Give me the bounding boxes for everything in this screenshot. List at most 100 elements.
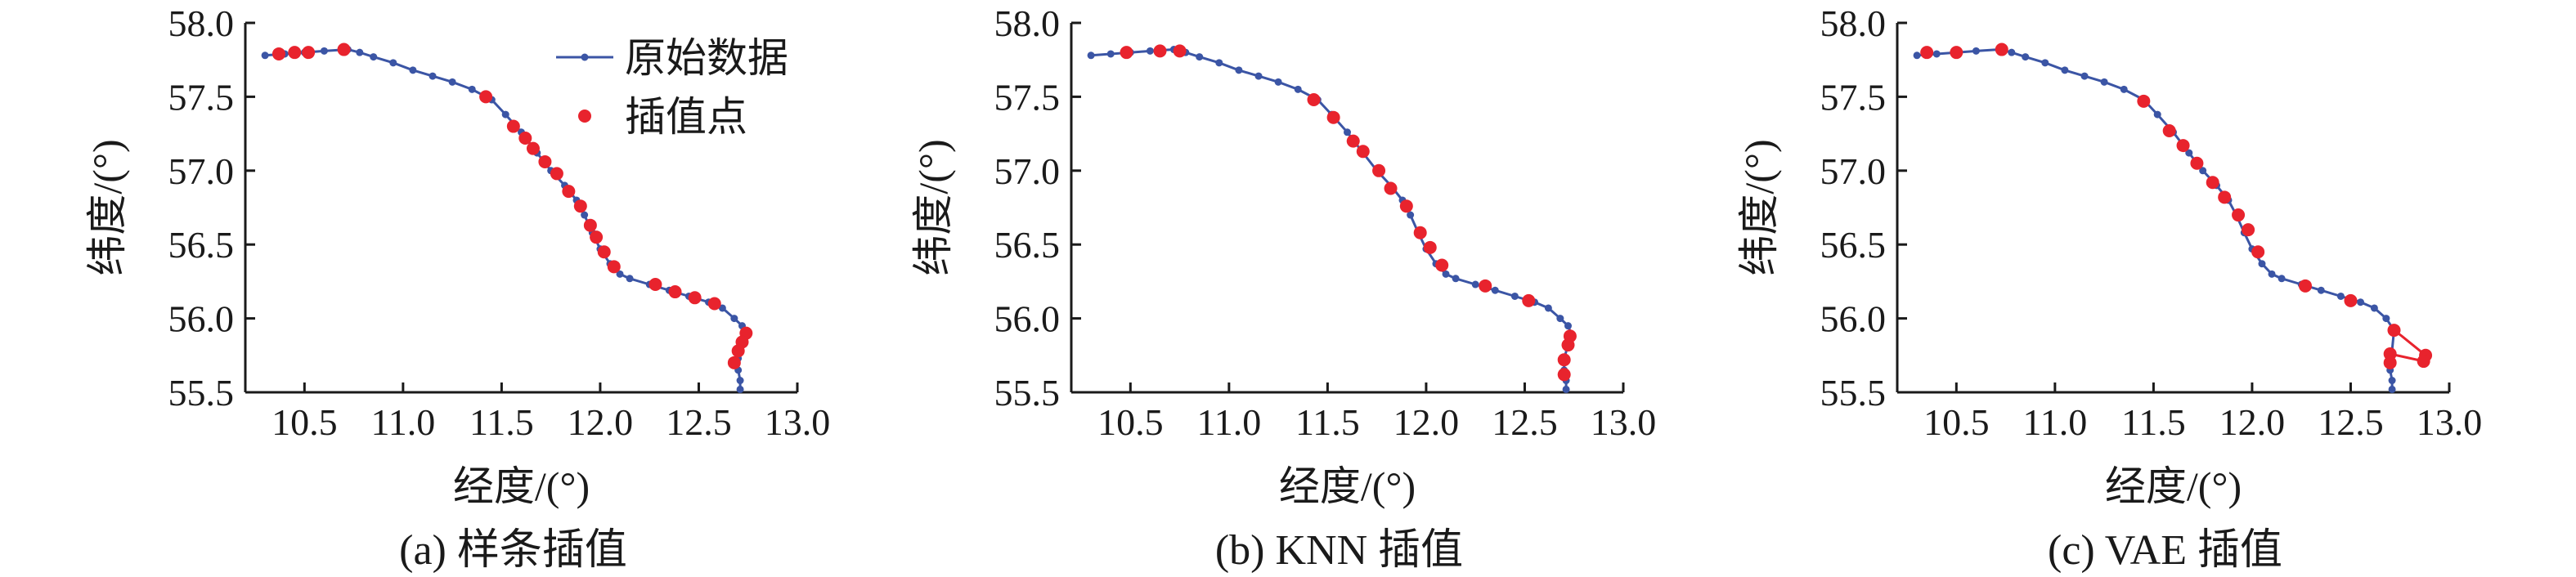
- interp-data-point: [1384, 181, 1398, 195]
- original-data-point: [2008, 48, 2016, 56]
- x-tick-label: 11.0: [370, 401, 435, 443]
- original-series-line: [1090, 47, 1573, 390]
- interp-data-point: [1435, 258, 1449, 272]
- interp-data-point: [1326, 110, 1340, 124]
- original-data-point: [1471, 280, 1479, 288]
- interp-data-point: [2387, 324, 2401, 338]
- original-data-point: [448, 78, 456, 86]
- y-tick-label: 57.5: [994, 76, 1061, 118]
- original-data-point: [2370, 304, 2378, 312]
- interp-data-point: [2218, 190, 2232, 204]
- interp-data-point: [1920, 46, 1934, 60]
- x-tick-label: 10.5: [1097, 401, 1164, 443]
- original-data-point: [1442, 270, 1450, 278]
- original-data-point: [626, 275, 634, 283]
- original-data-point: [1932, 50, 1941, 58]
- x-tick-label: 13.0: [2417, 401, 2483, 443]
- y-tick-label: 57.0: [994, 150, 1061, 192]
- original-data-point: [1562, 385, 1570, 393]
- interp-data-point: [1561, 338, 1575, 352]
- y-tick-label: 57.5: [1820, 76, 1887, 118]
- original-data-point: [1087, 51, 1095, 60]
- interp-data-point: [1372, 163, 1386, 177]
- x-axis-label: 经度/(°): [1279, 463, 1416, 509]
- interp-data-point: [538, 154, 552, 168]
- interp-data-point: [2299, 279, 2313, 293]
- original-data-point: [2041, 59, 2049, 67]
- legend-original-marker: [581, 53, 589, 61]
- interp-data-point: [2206, 176, 2219, 190]
- y-tick-label: 57.5: [168, 76, 235, 118]
- x-tick-label: 10.5: [272, 401, 338, 443]
- original-data-point: [2080, 72, 2089, 80]
- x-axis-label: 经度/(°): [453, 463, 590, 509]
- interp-data-point: [2162, 123, 2176, 137]
- x-tick-label: 11.0: [1196, 401, 1261, 443]
- x-tick-label: 11.5: [1295, 401, 1360, 443]
- y-tick-label: 56.0: [168, 298, 235, 340]
- original-data-point: [2357, 298, 2365, 306]
- interp-data-point: [1346, 134, 1360, 148]
- interp-data-point: [2383, 356, 2397, 369]
- original-data-point: [2388, 385, 2396, 393]
- original-data-point: [1294, 85, 1302, 93]
- interp-data-point: [479, 90, 493, 104]
- original-data-point: [1106, 50, 1115, 58]
- original-data-point: [1344, 128, 1351, 136]
- y-tick-label: 56.5: [168, 224, 235, 266]
- original-data-point: [616, 270, 624, 278]
- original-data-point: [736, 385, 744, 393]
- original-data-point: [370, 53, 378, 61]
- original-data-point: [2061, 66, 2069, 74]
- panel-3: 10.5 11.0 11.5 12.0 12.5 13.0 55.5 56.0 56.5 57.0…: [1736, 2, 2482, 574]
- original-data-point: [468, 85, 476, 93]
- x-tick-label: 13.0: [765, 401, 831, 443]
- original-data-point: [1564, 322, 1572, 330]
- original-data-point: [2268, 270, 2276, 278]
- original-data-point: [2153, 110, 2161, 119]
- interp-data-point: [2417, 355, 2430, 369]
- original-data-point: [1510, 292, 1519, 300]
- interp-data-point: [1995, 42, 2008, 56]
- x-tick-label: 12.5: [2318, 401, 2384, 443]
- interp-data-point: [688, 291, 702, 305]
- original-data-point: [1913, 51, 1921, 60]
- interp-data-point: [1557, 353, 1571, 367]
- interp-data-point: [2251, 245, 2265, 259]
- interp-data-point: [648, 278, 662, 292]
- interp-data-point: [583, 218, 597, 232]
- interp-data-point: [2176, 139, 2190, 153]
- interp-data-point: [1120, 46, 1133, 60]
- original-data-point: [1235, 66, 1243, 74]
- x-tick-label: 10.5: [1923, 401, 1990, 443]
- x-tick-label: 12.0: [2219, 401, 2286, 443]
- x-tick-label: 12.5: [1492, 401, 1558, 443]
- original-data-point: [356, 48, 364, 56]
- x-tick-label: 12.0: [1393, 401, 1460, 443]
- y-tick-label: 58.0: [1820, 2, 1887, 44]
- x-tick-label: 11.5: [2121, 401, 2186, 443]
- original-data-point: [1544, 304, 1552, 312]
- original-data-point: [2120, 85, 2128, 93]
- original-data-point: [1254, 72, 1263, 80]
- original-data-point: [2100, 78, 2108, 86]
- interp-data-point: [288, 46, 302, 60]
- original-data-point: [2388, 377, 2396, 385]
- original-data-point: [2317, 286, 2325, 294]
- y-tick-label: 58.0: [994, 2, 1061, 44]
- y-axis-label: 纬度/(°): [84, 139, 130, 275]
- interp-data-point: [1356, 145, 1370, 159]
- interp-data-point: [597, 245, 611, 259]
- interp-data-point: [2344, 293, 2358, 307]
- y-tick-label: 57.0: [168, 150, 235, 192]
- panel-caption: (a) 样条插值: [399, 527, 627, 574]
- y-tick-label: 55.5: [1820, 372, 1887, 414]
- interp-data-point: [1307, 93, 1321, 107]
- interp-data-point: [668, 285, 682, 299]
- interp-data-point: [607, 260, 621, 274]
- original-data-point: [1972, 47, 1980, 55]
- original-data-point: [261, 51, 269, 60]
- original-data-point: [718, 304, 726, 312]
- original-data-point: [1556, 315, 1564, 323]
